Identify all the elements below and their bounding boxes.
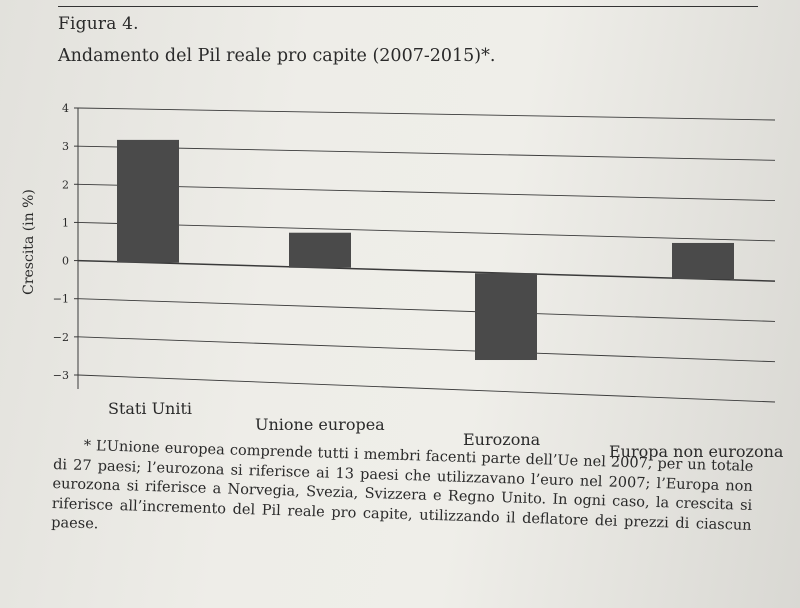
figure-label: Figura 4. <box>58 14 139 34</box>
y-axis-label: Crescita (in %) <box>21 189 37 295</box>
y-tick-label: 3 <box>62 140 69 153</box>
bar <box>117 139 179 263</box>
y-tick-labels: 4 3 2 1 0 −1 −2 −3 <box>53 102 78 382</box>
y-tick-label: 0 <box>62 255 69 268</box>
gridline <box>77 221 776 242</box>
bar <box>289 232 351 268</box>
y-tick-label: −3 <box>53 369 69 382</box>
y-tick-label: 1 <box>62 216 69 229</box>
gridline <box>77 259 776 282</box>
y-tick-label: −1 <box>53 293 69 306</box>
top-rule <box>58 6 758 7</box>
gridline <box>77 298 776 322</box>
y-tick-label: 2 <box>62 178 69 191</box>
y-tick-label: 4 <box>62 102 69 115</box>
category-label: Stati Uniti <box>108 399 192 418</box>
category-label: Eurozona <box>463 430 541 449</box>
gridline <box>77 374 776 403</box>
category-label: Europa non eurozona <box>609 442 784 461</box>
y-tick-label: −2 <box>53 331 69 344</box>
gridline <box>77 183 776 202</box>
grid-lines <box>77 107 776 403</box>
gridline <box>77 145 776 161</box>
category-labels: Stati Uniti Unione europea Eurozona Europa … <box>108 399 784 461</box>
bar <box>672 242 734 280</box>
bars <box>117 139 734 361</box>
category-label: Unione europea <box>255 415 385 434</box>
gridline <box>77 107 776 121</box>
gridline <box>77 336 776 363</box>
bar <box>475 273 537 361</box>
figure-title: Andamento del Pil reale pro capite (2007… <box>58 46 496 66</box>
